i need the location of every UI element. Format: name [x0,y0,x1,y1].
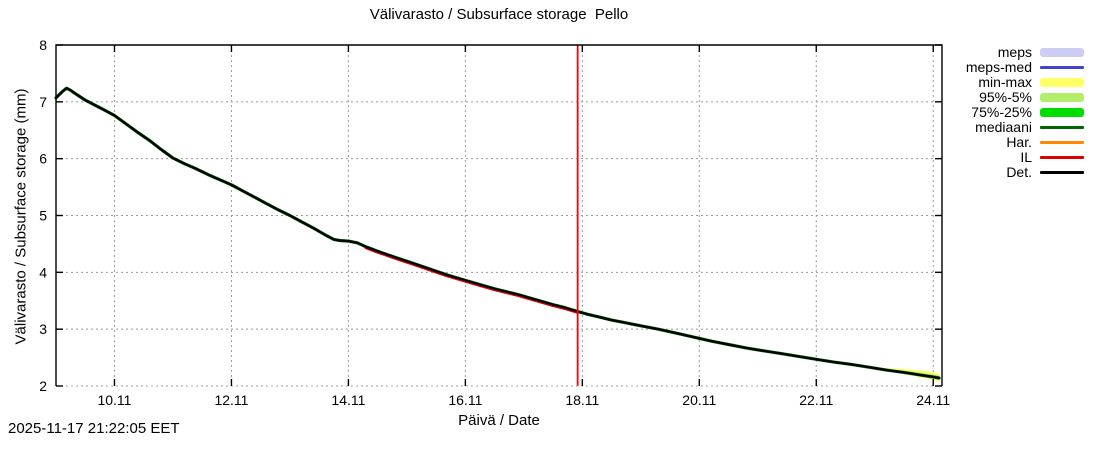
legend-label: 75%-25% [971,104,1032,120]
x-axis-label: Päivä / Date [458,412,540,429]
legend-label: min-max [978,74,1032,90]
series-line-mediaani [54,86,941,380]
y-tick-label: 5 [39,208,47,224]
legend-row-minmax: min-max [966,75,1084,90]
legend-row-meps: meps [966,45,1084,60]
x-tick-label: 20.11 [682,392,716,408]
y-tick-label: 8 [39,37,47,53]
legend-swatch-line [1040,156,1084,159]
x-tick-label: 22.11 [799,392,833,408]
legend-swatch-line [1040,171,1084,174]
x-tick-label: 16.11 [448,392,482,408]
plot-border [55,44,943,386]
legend-label: meps-med [965,59,1032,75]
x-tick-label: 12.11 [214,392,248,408]
legend-row-har: Har. [966,135,1084,150]
legend-swatch-band [1040,108,1084,117]
series-line-har [55,87,940,379]
y-tick-label: 2 [39,378,47,394]
legend-row-det: Det. [966,165,1084,180]
legend-swatch-line [1040,126,1084,129]
legend-swatch-line [1040,141,1084,144]
x-tick-label: 10.11 [97,392,131,408]
x-tick-label: 14.11 [331,392,365,408]
legend-label: IL [1020,149,1032,165]
legend-swatch-band [1040,78,1084,87]
legend: meps meps-med min-max 95%-5% 75%-25% mediaani… [966,45,1084,180]
y-tick-label: 3 [39,321,47,337]
series-line-mepsmed [55,87,940,379]
legend-swatch-band [1040,48,1084,57]
legend-label: meps [997,44,1032,60]
legend-swatch-line [1040,66,1084,69]
timestamp: 2025-11-17 21:22:05 EET [8,420,180,437]
x-tick-label: 24.11 [916,392,950,408]
chart-title: Välivarasto / Subsurface storage Pello [369,6,629,23]
y-tick-label: 4 [39,264,47,280]
legend-row-il: IL [966,150,1084,165]
y-tick-label: 6 [39,151,47,167]
legend-row-mediaani: mediaani [966,120,1084,135]
legend-row-mepsmed: meps-med [966,60,1084,75]
y-tick-label: 7 [39,94,47,110]
legend-label: 95%-5% [979,89,1032,105]
y-axis-label: Välivarasto / Subsurface storage (mm) [12,88,30,345]
legend-label: Det. [1006,164,1032,180]
legend-row-7525: 75%-25% [966,105,1084,120]
legend-label: Har. [1006,134,1032,150]
legend-row-955: 95%-5% [966,90,1084,105]
legend-label: mediaani [975,119,1032,135]
legend-swatch-band [1040,93,1084,102]
series-line-det [54,87,941,380]
x-tick-label: 18.11 [565,392,599,408]
